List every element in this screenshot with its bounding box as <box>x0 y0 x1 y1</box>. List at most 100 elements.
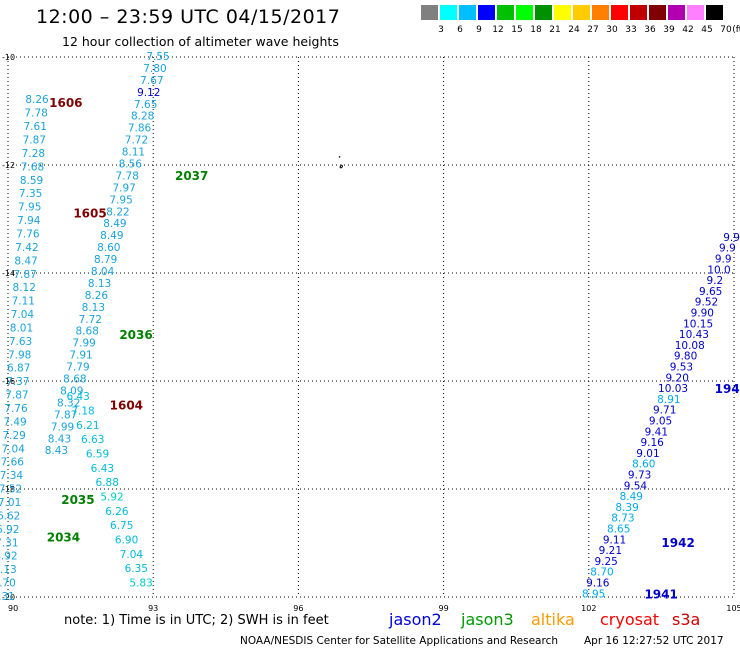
swh-value: 7.79 <box>66 362 89 374</box>
mission-label-jason2: jason2 <box>389 610 442 629</box>
swh-value: 8.65 <box>607 524 630 536</box>
swh-value: 7.87 <box>5 390 28 402</box>
track-id-label: 1604 <box>110 398 143 412</box>
swh-value: 6.88 <box>96 477 119 489</box>
swh-value: 6.43 <box>66 391 89 403</box>
swh-value: 6.26 <box>105 506 129 518</box>
lat-tick-label: -10 <box>2 53 15 62</box>
swh-value: 9.52 <box>695 297 718 309</box>
lon-tick-label: 102 <box>581 604 596 613</box>
swh-value: 10.0 <box>707 264 730 276</box>
track-id-label: 1941 <box>644 587 677 601</box>
swh-value: 6.35 <box>125 563 148 575</box>
swh-value: 7.78 <box>116 170 139 182</box>
legend-label: 15 <box>511 25 523 35</box>
legend-label: 42 <box>682 25 694 35</box>
swh-value: 7.37 <box>6 376 29 388</box>
legend-label: 39 <box>663 25 675 35</box>
lat-tick-label: -14 <box>2 269 15 278</box>
credit-line: NOAA/NESDIS Center for Satellite Applica… <box>240 635 558 647</box>
swh-value: 9.54 <box>624 480 648 492</box>
legend-swatch <box>535 5 552 20</box>
legend-label: 70 <box>720 25 732 35</box>
swh-value: 7.18 <box>71 406 94 418</box>
legend-swatch <box>440 5 457 20</box>
legend-label: 3 <box>438 25 444 35</box>
swh-value: 8.43 <box>48 433 71 445</box>
swh-value: 8.47 <box>14 255 37 267</box>
legend-swatch <box>649 5 666 20</box>
swh-value: 9.9 <box>715 254 732 266</box>
swh-value: 7.95 <box>109 194 132 206</box>
swh-value: 6.21 <box>76 420 99 432</box>
swh-value: 8.73 <box>611 513 634 525</box>
swh-value: 8.39 <box>615 502 638 514</box>
map-title: 12:00 – 23:59 UTC 04/15/2017 <box>36 6 341 28</box>
legend-label: 33 <box>625 25 637 35</box>
swh-value: 7.28 <box>22 148 45 160</box>
swh-value: 7.76 <box>4 403 28 415</box>
lat-tick-label: -12 <box>2 161 15 170</box>
swh-value: 8.60 <box>97 242 120 254</box>
swh-value: 7.49 <box>3 416 26 428</box>
swh-value: 9.01 <box>636 448 659 460</box>
swh-value: 8.68 <box>76 326 99 338</box>
swh-value: 9.53 <box>670 362 693 374</box>
swh-value: 7.31 <box>0 537 19 549</box>
swh-value: 6.59 <box>86 449 109 461</box>
legend-swatch <box>554 5 571 20</box>
track-id-label: 1606 <box>49 96 82 110</box>
swh-value: 7.01 <box>0 497 21 509</box>
swh-value: 9.41 <box>645 426 668 438</box>
swh-value: 7.99 <box>72 338 95 350</box>
swh-value: 8.26 <box>25 94 49 106</box>
legend-swatch <box>630 5 647 20</box>
swh-value: 8.09 <box>60 385 83 397</box>
mission-label-altika: altika <box>531 610 575 629</box>
swh-value: 8.43 <box>45 445 68 457</box>
legend-swatch <box>459 5 476 20</box>
swh-value: 7.78 <box>24 108 47 120</box>
swh-value: 10.43 <box>679 329 709 341</box>
swh-value: 8.22 <box>106 206 129 218</box>
swh-value: 7.86 <box>128 123 152 135</box>
legend-label: 9 <box>476 25 482 35</box>
swh-value: 7.94 <box>17 215 41 227</box>
swh-value: 7.80 <box>143 63 166 75</box>
legend-swatch <box>573 5 590 20</box>
swh-value: 7.72 <box>125 135 148 147</box>
swh-value: 7.66 <box>1 457 25 469</box>
legend-label: 18 <box>530 25 542 35</box>
swh-value: 6.92 <box>0 551 18 563</box>
swh-value: 7.55 <box>146 51 169 63</box>
swh-value: 8.12 <box>13 282 36 294</box>
swh-value: 8.60 <box>632 459 655 471</box>
swh-value: 6.90 <box>115 535 138 547</box>
swh-value: 7.95 <box>18 202 41 214</box>
swh-value: 7.76 <box>16 228 40 240</box>
swh-value: 8.56 <box>119 159 143 171</box>
swh-value: 9.16 <box>586 578 610 590</box>
swh-value: 7.61 <box>24 121 47 133</box>
swh-value: 8.79 <box>94 254 117 266</box>
swh-value: 7.29 <box>2 430 25 442</box>
legend-label: 27 <box>587 25 599 35</box>
swh-value: 8.49 <box>620 491 643 503</box>
track-id-label: 2034 <box>47 531 80 545</box>
swh-value: 7.97 <box>112 182 135 194</box>
swh-value: 9.9 <box>719 243 736 255</box>
swh-value: 6.75 <box>110 520 133 532</box>
swh-value: 9.20 <box>666 372 689 384</box>
swh-value: 7.67 <box>140 75 163 87</box>
swh-value: 7.91 <box>69 350 92 362</box>
swh-value: 8.11 <box>122 147 145 159</box>
swh-value: 7.87 <box>13 269 36 281</box>
swh-value: 9.71 <box>653 405 676 417</box>
swh-value: 7.65 <box>134 99 157 111</box>
swh-value: 5.92 <box>100 492 123 504</box>
mission-label-jason3: jason3 <box>461 610 514 629</box>
lon-tick-label: 105 <box>726 604 740 613</box>
legend-label: 36 <box>644 25 656 35</box>
swh-value: 8.13 <box>88 278 111 290</box>
